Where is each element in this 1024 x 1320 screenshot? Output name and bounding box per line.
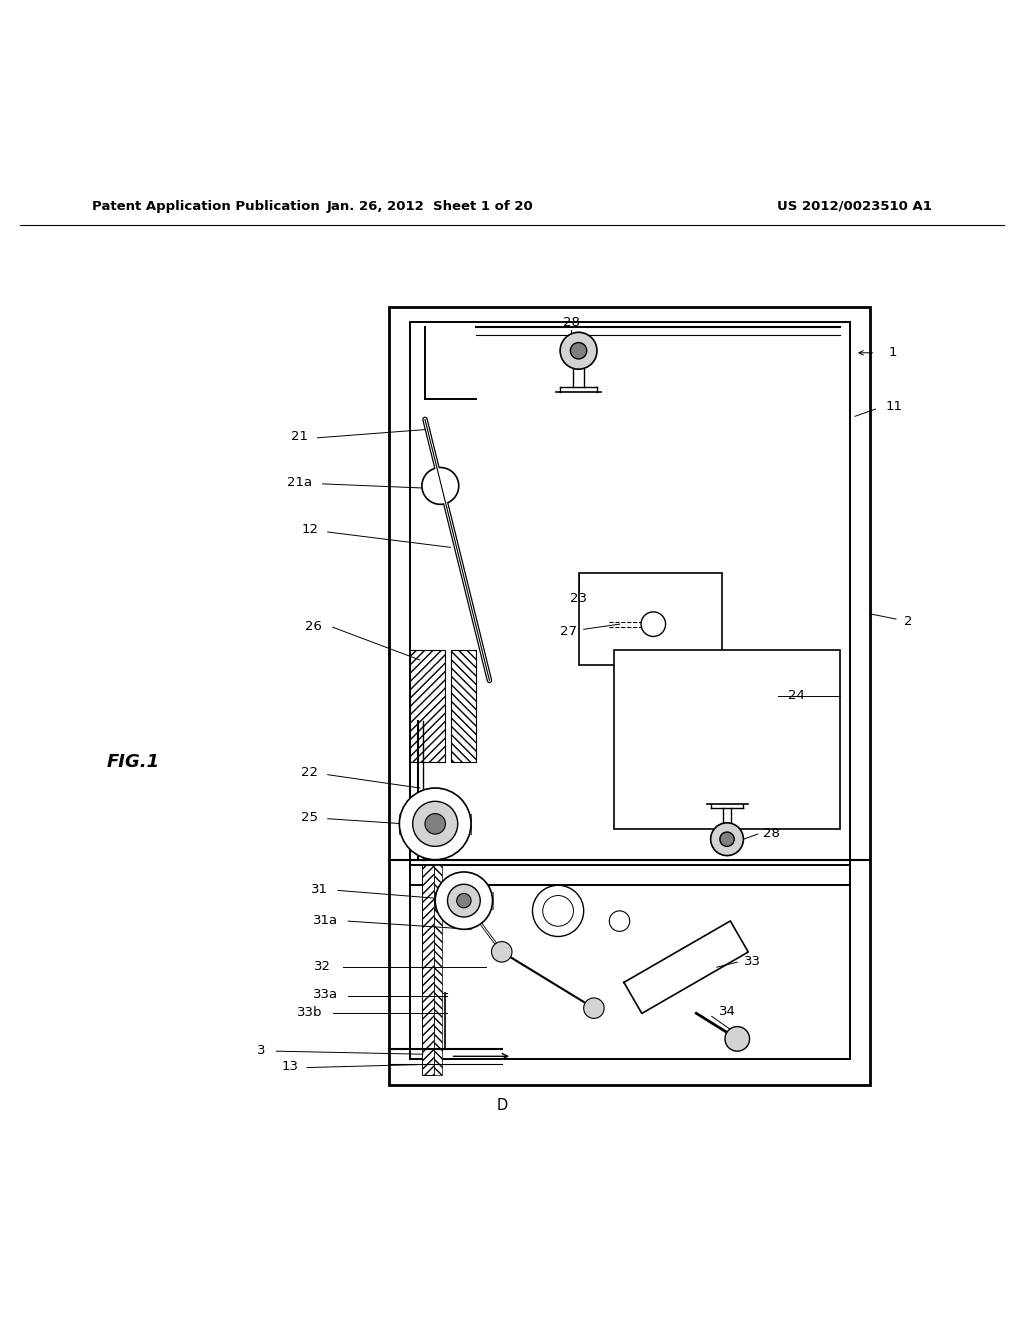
Text: 33: 33	[744, 954, 761, 968]
Text: 34: 34	[719, 1005, 735, 1018]
Circle shape	[413, 801, 458, 846]
Bar	[389, 306, 870, 1085]
Text: D: D	[497, 1098, 507, 1113]
Text: 31a: 31a	[313, 913, 338, 927]
Circle shape	[447, 884, 480, 917]
Bar	[579, 573, 722, 665]
Circle shape	[711, 822, 743, 855]
Text: 21: 21	[291, 430, 307, 444]
Circle shape	[584, 998, 604, 1019]
Bar	[410, 649, 445, 763]
Text: 32: 32	[314, 960, 331, 973]
Bar	[410, 322, 850, 886]
Text: 3: 3	[257, 1044, 265, 1056]
Circle shape	[492, 941, 512, 962]
Circle shape	[560, 333, 597, 370]
Circle shape	[641, 612, 666, 636]
Bar	[434, 865, 442, 1074]
Bar	[435, 892, 493, 909]
Text: 26: 26	[305, 619, 322, 632]
Text: 23: 23	[570, 593, 587, 605]
Text: 12: 12	[302, 524, 318, 536]
Text: 1: 1	[889, 346, 897, 359]
Text: 27: 27	[560, 624, 577, 638]
Text: US 2012/0023510 A1: US 2012/0023510 A1	[777, 199, 932, 213]
Bar	[614, 649, 840, 829]
Text: 22: 22	[301, 766, 317, 779]
Text: 31: 31	[311, 883, 328, 896]
Text: Jan. 26, 2012  Sheet 1 of 20: Jan. 26, 2012 Sheet 1 of 20	[327, 199, 534, 213]
Text: 13: 13	[282, 1060, 298, 1073]
Circle shape	[725, 1027, 750, 1051]
Bar	[451, 649, 476, 763]
Text: 2: 2	[904, 615, 912, 627]
Circle shape	[422, 467, 459, 504]
Bar	[410, 865, 850, 1060]
Text: FIG.1: FIG.1	[106, 754, 160, 771]
Text: 33a: 33a	[313, 989, 338, 1002]
Text: 28: 28	[763, 826, 779, 840]
Text: 11: 11	[886, 400, 902, 413]
Circle shape	[435, 873, 493, 929]
Text: 28: 28	[563, 315, 580, 329]
Text: 33b: 33b	[297, 1006, 322, 1019]
Bar	[422, 865, 434, 1074]
Text: 21a: 21a	[288, 477, 312, 490]
Circle shape	[425, 813, 445, 834]
Polygon shape	[624, 921, 749, 1014]
Circle shape	[720, 832, 734, 846]
Circle shape	[457, 894, 471, 908]
Text: Patent Application Publication: Patent Application Publication	[92, 199, 319, 213]
Text: 25: 25	[301, 812, 317, 824]
Bar	[399, 813, 471, 834]
Text: 24: 24	[788, 689, 805, 702]
Circle shape	[570, 343, 587, 359]
Circle shape	[399, 788, 471, 859]
